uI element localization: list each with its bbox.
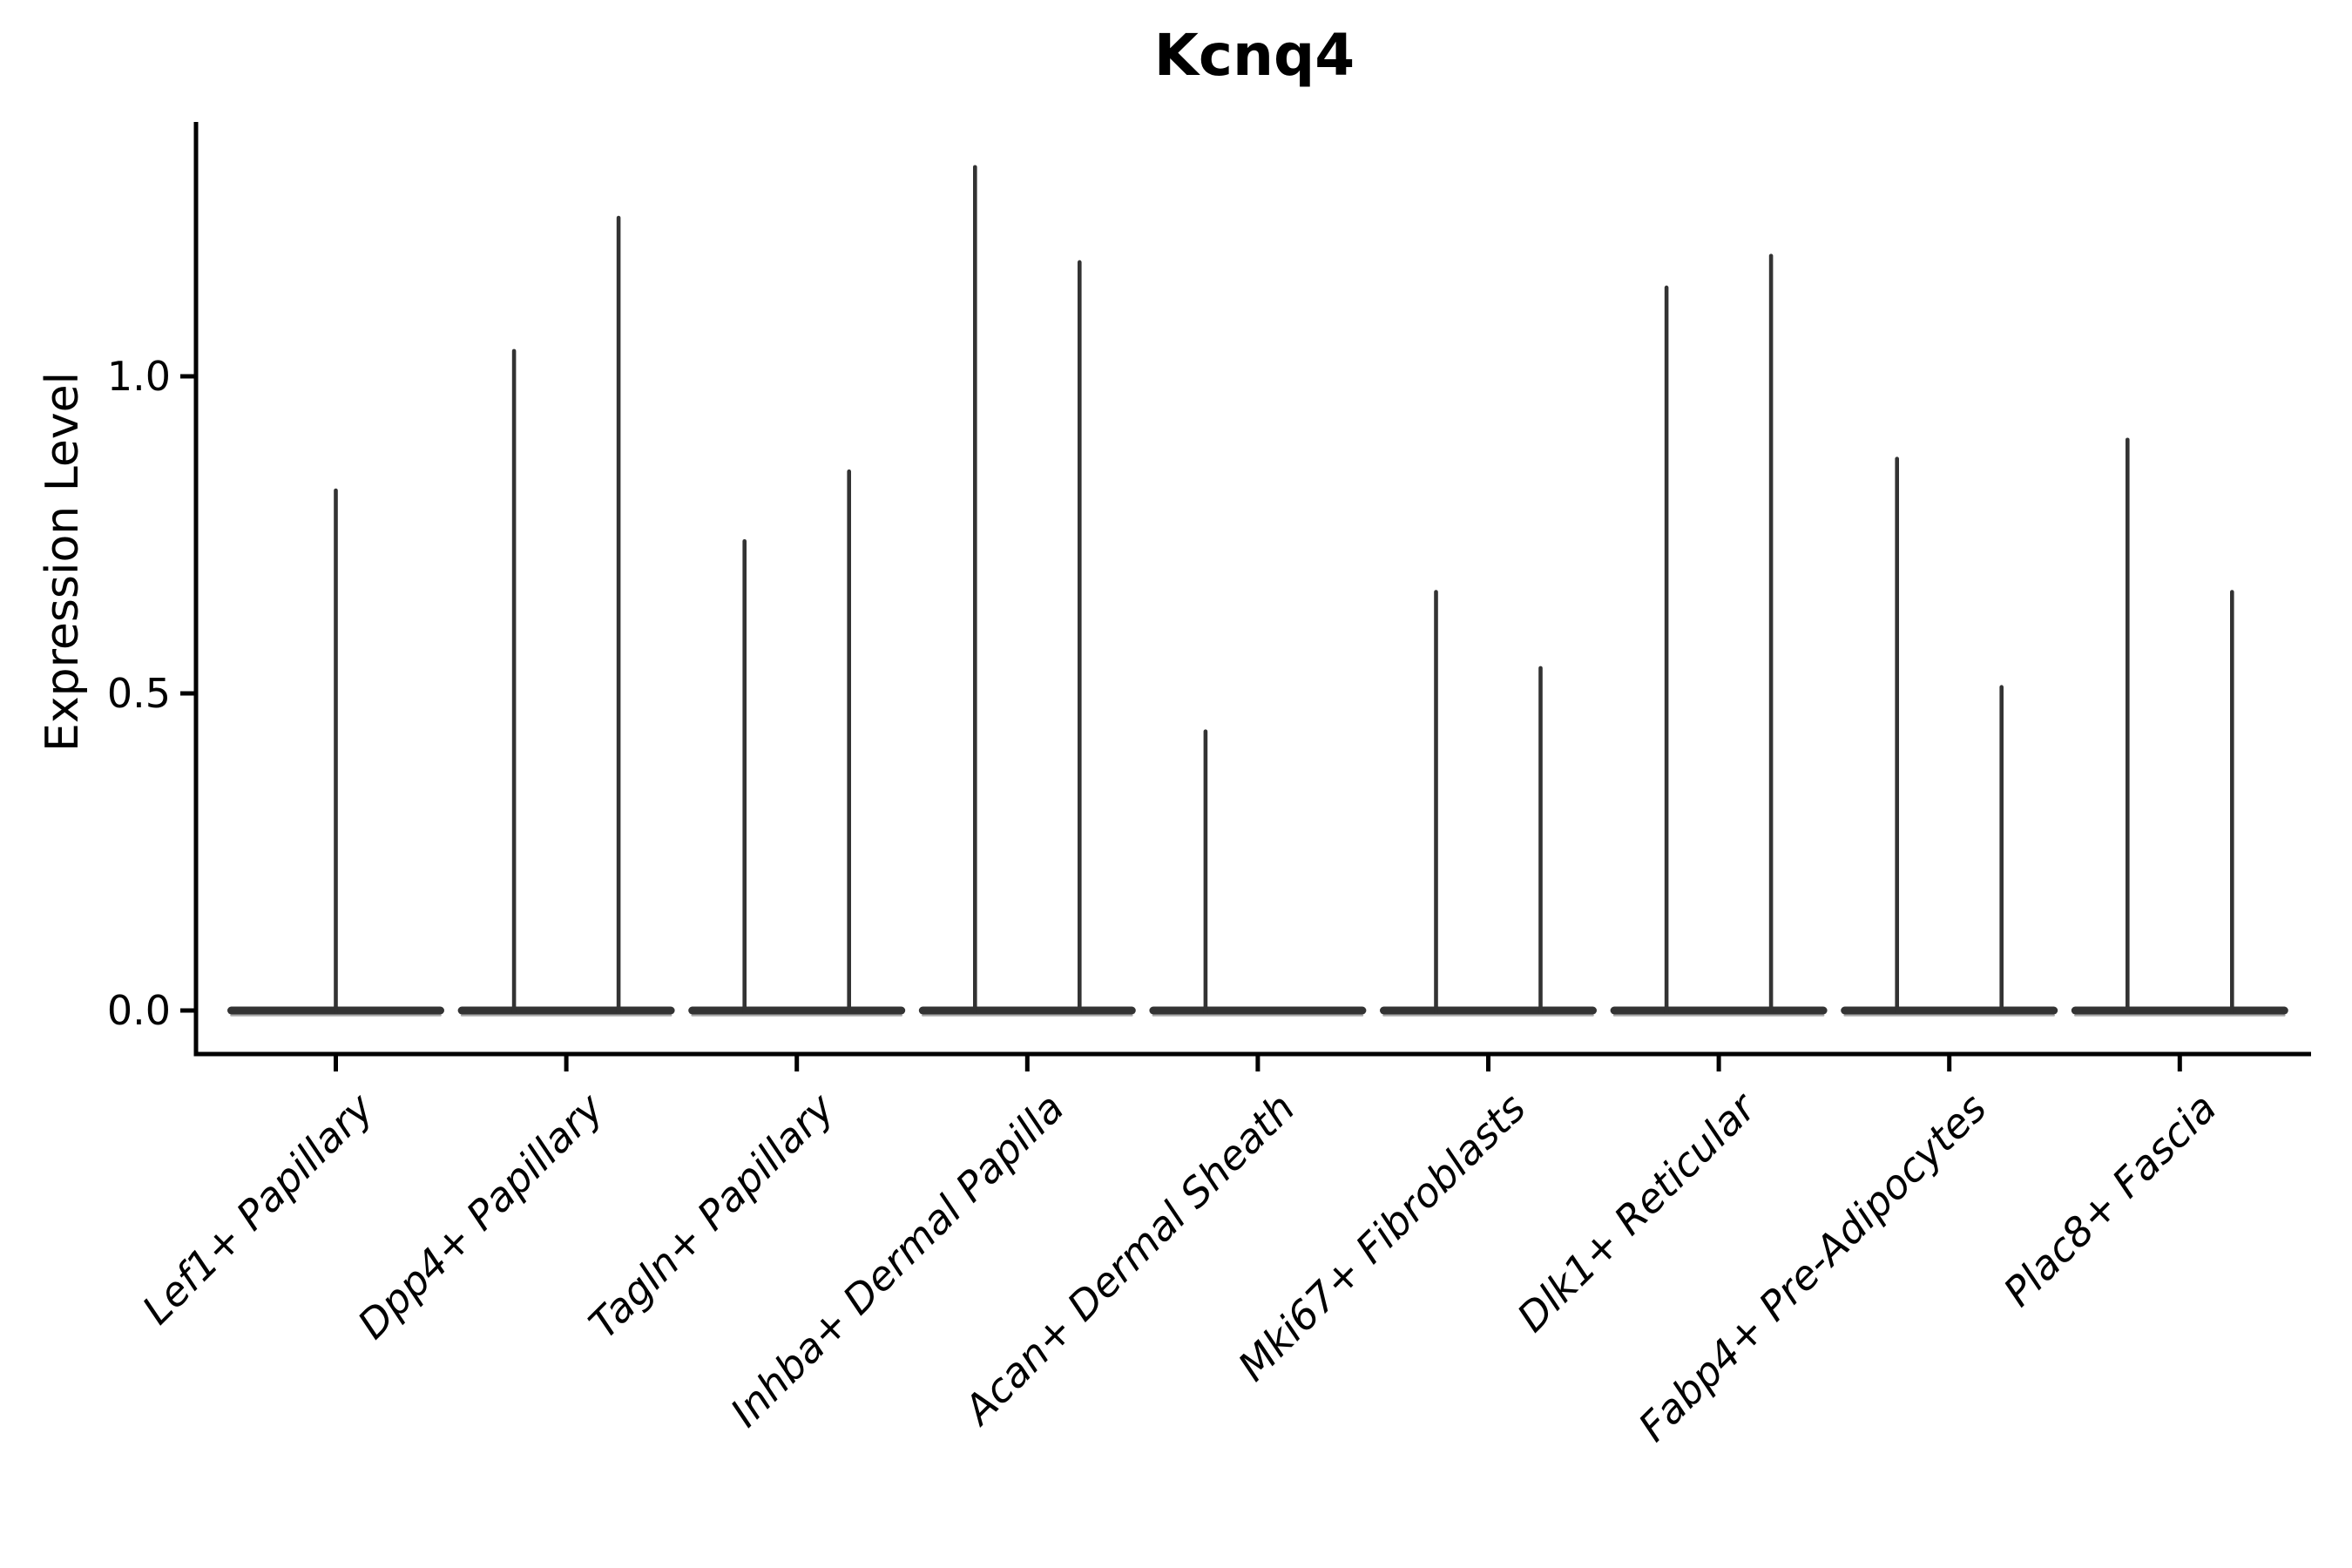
violin-dpp4-papillary (457, 215, 675, 1017)
violin-plac8-fascia (2071, 437, 2288, 1017)
y-tick-label: 1.0 (106, 353, 171, 400)
y-tick-label: 0.5 (106, 670, 171, 717)
violin-dlk1-reticular (1610, 253, 1828, 1017)
violin-mki67-fibroblasts (1380, 590, 1597, 1017)
violin-acan-dermal-sheath (1149, 729, 1367, 1017)
violin-tagln-papillary (688, 469, 906, 1017)
y-tick-label: 0.0 (106, 987, 171, 1034)
chart-title: Kcnq4 (1153, 22, 1355, 89)
violin-lef1-papillary (227, 488, 444, 1017)
violin-inhba-dermal-papilla (918, 165, 1136, 1017)
violin-fabp4-pre-adipocytes (1841, 456, 2058, 1017)
